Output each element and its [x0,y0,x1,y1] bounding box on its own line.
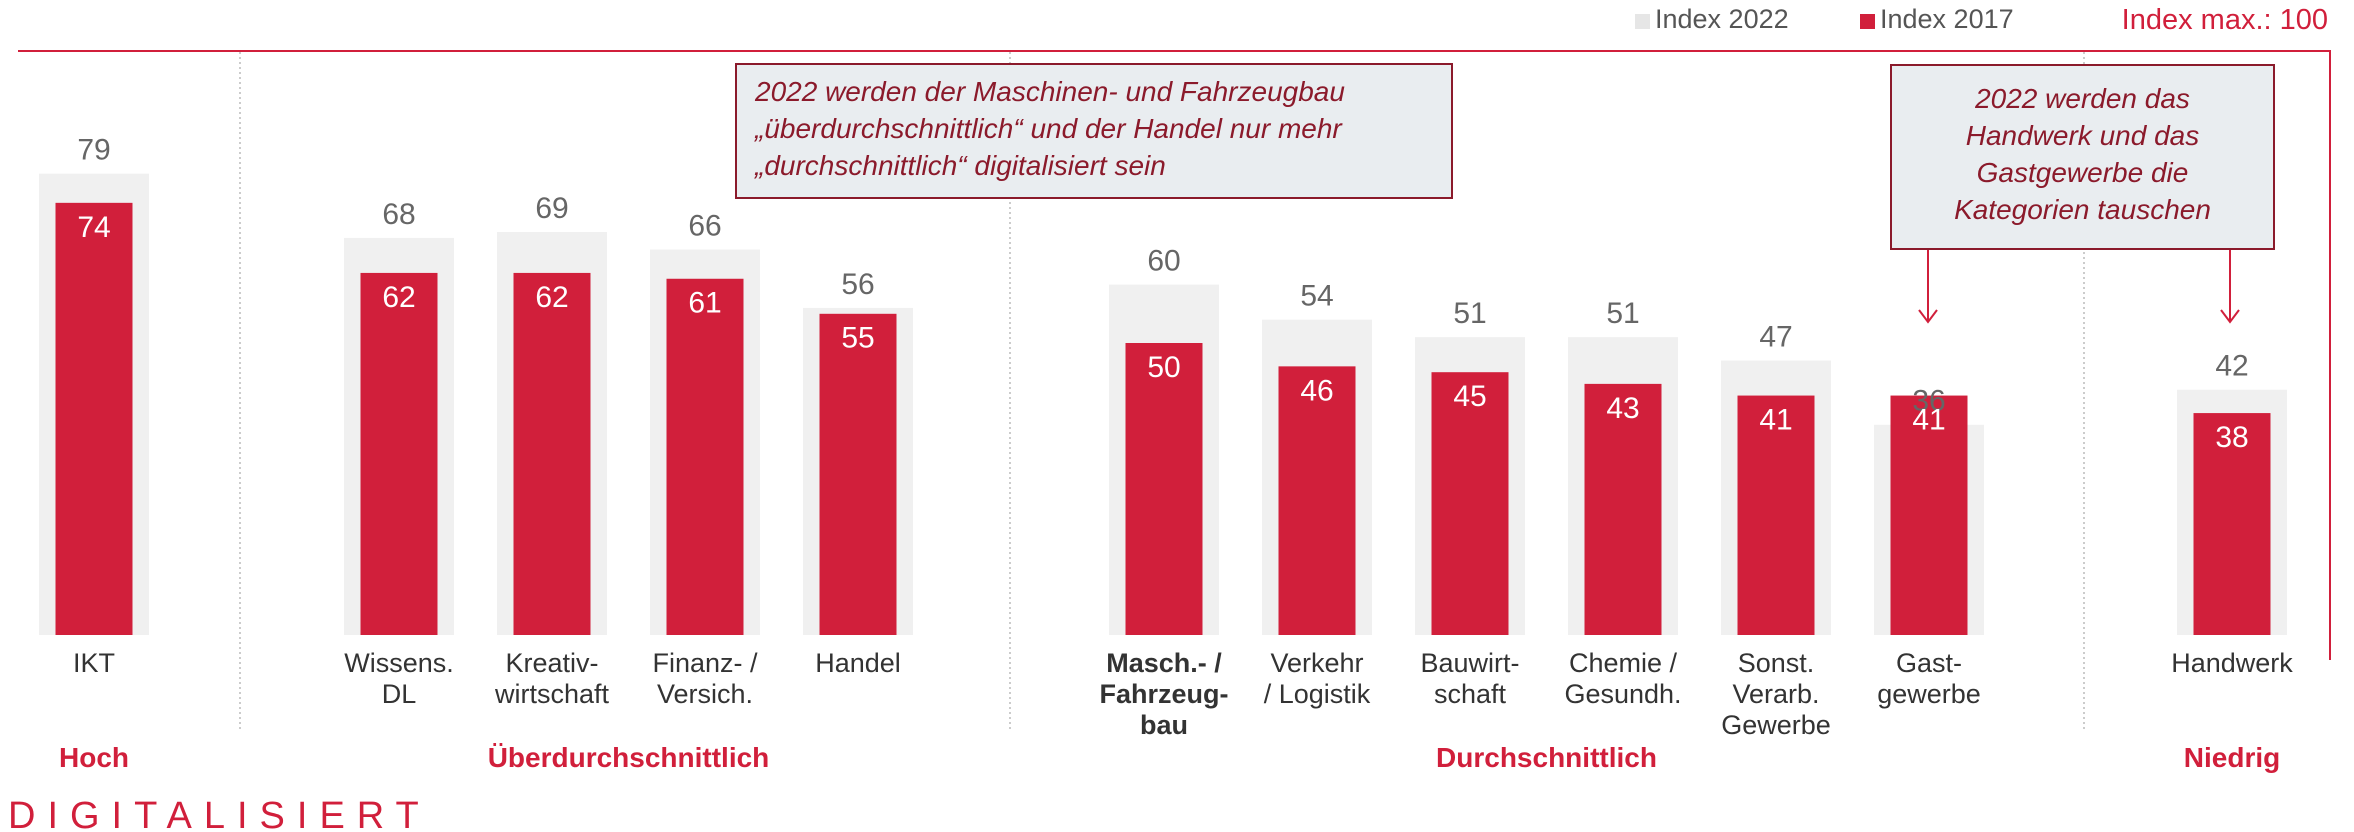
value-label: 62 [382,281,415,314]
value-label: 41 [1759,403,1792,436]
value-label: 61 [688,287,721,320]
value-label: 66 [688,209,721,242]
x-tick-label: Handel [815,648,901,678]
x-tick-label: Bauwirt- schaft [1420,648,1520,709]
bar-2017 [55,202,133,635]
bar-2017 [666,278,744,635]
value-label: 62 [535,281,568,314]
value-label: 79 [77,134,110,167]
value-label: 51 [1453,297,1486,330]
value-label: 55 [841,322,874,355]
value-label: 50 [1147,351,1180,384]
x-tick-label: Handwerk [2171,648,2293,678]
legend-label: Index 2017 [1880,4,2014,34]
group-label: Durchschnittlich [1436,742,1657,773]
value-label: 69 [535,192,568,225]
group-label: Überdurchschnittlich [487,742,770,773]
bar-2017 [1584,383,1662,635]
annotation: 2022 werden das Handwerk und das Gastgew… [1890,64,2275,250]
bar-2017 [1890,395,1968,635]
value-label: 42 [2215,350,2248,383]
x-tick-label: Chemie / Gesundh. [1564,648,1682,709]
value-label: 43 [1606,392,1639,425]
x-tick-label: Kreativ- wirtschaft [494,648,610,709]
legend-swatch [1860,14,1875,29]
value-label: 46 [1300,374,1333,407]
legend-label: Index 2022 [1655,4,1789,34]
max-label: Index max.: 100 [2121,4,2328,36]
value-label: 45 [1453,380,1486,413]
value-label: 68 [382,198,415,231]
arrow-head [2220,309,2240,324]
x-tick-label: IKT [72,648,116,678]
arrow-head [1918,309,1938,324]
x-tick-label: Sonst. Verarb. Gewerbe [1721,648,1831,740]
value-label: 54 [1300,280,1333,313]
max-line [18,50,2331,660]
bar-2017 [819,313,897,635]
value-label: 56 [841,268,874,301]
group-label: Niedrig [2183,742,2281,773]
x-tick-label: Gast- gewerbe [1877,648,1981,709]
value-label: 47 [1759,320,1792,353]
value-label: 60 [1147,245,1180,278]
bar-2017 [360,272,438,635]
bar-2017 [1431,372,1509,635]
x-tick-label: Finanz- / Versich. [652,648,758,709]
value-label: 41 [1912,403,1945,436]
x-tick-label: Verkehr / Logistik [1263,648,1371,709]
group-label: Hoch [59,742,129,773]
x-tick-label: Masch.- / Fahrzeug- bau [1099,648,1229,740]
bar-2017 [2193,413,2271,635]
value-label: 74 [77,211,110,244]
footer: DIGITALISIERT [8,795,431,832]
value-label: 36 [1912,385,1945,418]
bar-2017 [1278,366,1356,635]
x-tick-label: Wissens. DL [344,648,454,709]
legend-swatch [1635,14,1650,29]
bar-2017 [513,272,591,635]
annotation: 2022 werden der Maschinen- und Fahrzeugb… [735,63,1453,199]
value-label: 38 [2215,421,2248,454]
bar-2017 [1125,343,1203,635]
value-label: 51 [1606,297,1639,330]
bar-2017 [1737,395,1815,635]
